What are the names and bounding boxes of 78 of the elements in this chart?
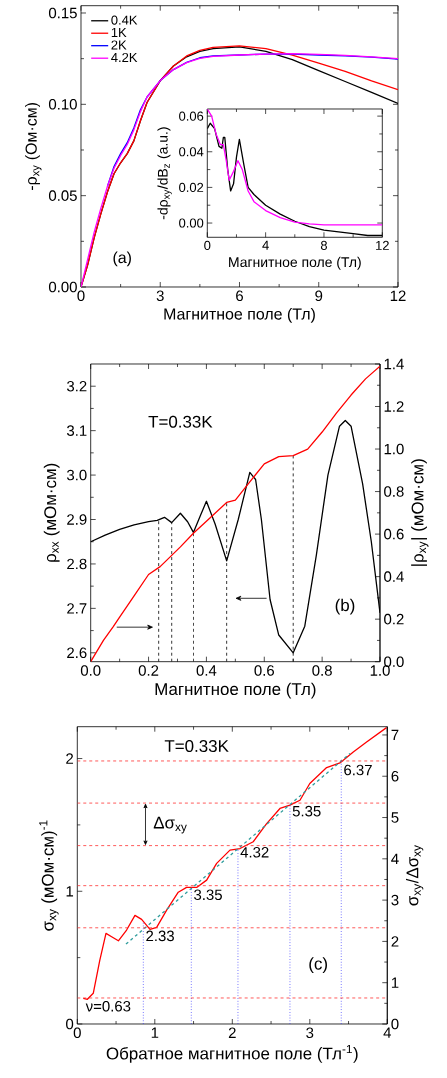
y2-tick-label: 5 [391,812,399,823]
y2-tick-label: 6 [391,770,399,782]
y2-tick-label: 0.6 [384,528,404,540]
legend-label: 2K [111,40,127,50]
x-tick-label: 12 [376,240,389,250]
x-tick-label: 4 [383,1027,392,1038]
y2-tick-label: 0.2 [384,613,404,625]
x-tick-label: 1 [151,1027,159,1038]
y2-tick-label: 1.2 [384,401,404,412]
y-tick-label: 3.1 [66,425,87,436]
legend-label: 4.2K [111,52,138,62]
y-tick-label: 0.15 [48,7,77,19]
x-axis-title: Обратное магнитное поле (Тл$^{-1}$) [106,1044,358,1063]
x-tick-label: 8 [320,240,327,250]
y-axis-title: -dρ$_{xy}$/dB$_{z}$ (a.u.) [157,127,172,220]
y-tick-label: 2 [66,753,74,764]
y2-tick-label: 1 [391,977,399,988]
y-tick-label: 2.9 [67,514,87,525]
x-axis-title: Магнитное поле (Тл) [155,682,316,699]
x-tick-label: 12 [390,290,406,301]
x-tick-label: 0 [204,240,211,250]
y-tick-label: 0.04 [179,147,204,157]
annotation: Δσ$_{xy}$ [153,816,187,834]
y2-axis-title: |ρ$_{xy}$| (мОм·см) [411,459,429,566]
y-axis-title: -ρ$_{xy}$ (Ом·см) [25,102,42,190]
y2-tick-label: 4 [391,853,399,864]
y2-tick-label: 0.0 [384,656,404,667]
x-tick-label: 3 [306,1027,314,1039]
x-tick-label: 1.0 [370,665,390,676]
x-tick-label: 0.0 [80,665,101,676]
x-tick-label: 9 [315,290,323,302]
y-tick-label: 0.10 [48,99,77,110]
annotation: T=0.33K [164,740,229,753]
x-axis-title: Магнитное поле (Тл) [164,307,315,323]
y-tick-label: 0.00 [179,218,204,228]
y-axis-title: ρ$_{xx}$ (мОм·см) [43,463,60,562]
y-tick-label: 0.02 [179,182,204,192]
y2-tick-label: 0 [391,1018,399,1030]
x-tick-label: 0.8 [312,665,332,676]
annotation: (c) [309,957,327,974]
y-tick-label: 3.2 [66,380,87,392]
y-tick-label: 0.00 [48,281,77,293]
y2-tick-label: 2 [391,936,399,947]
x-tick-label: 2 [228,1027,236,1038]
legend-label: 0.4K [111,15,138,25]
annotation: (a) [113,251,131,267]
legend-label: 1K [111,28,127,37]
annotation: 2.33 [146,930,174,942]
y-tick-label: 0.05 [48,190,77,201]
annotation: 5.35 [292,805,321,817]
y-tick-label: 1 [66,886,74,897]
annotation: (b) [335,598,355,615]
y-tick-label: 3.0 [66,469,87,481]
x-tick-label: 6 [236,290,243,302]
y2-tick-label: 0.8 [384,486,404,497]
x-axis-title: Магнитное поле (Тл) [229,256,361,270]
y-tick-label: 0 [66,1018,74,1030]
annotation: 6.37 [344,764,372,776]
y2-tick-label: 1.0 [384,443,404,455]
y2-tick-label: 3 [391,894,399,906]
y2-tick-label: 1.4 [384,358,404,370]
y2-axis-title: σ$_{xy}$/Δσ$_{xy}$ [405,845,424,906]
y-tick-label: 2.8 [67,558,87,570]
y-tick-label: 0.06 [179,111,204,121]
y-tick-label: 2.7 [67,603,87,614]
y2-tick-label: 7 [391,729,399,741]
y-tick-label: 2.6 [67,647,87,659]
x-tick-label: 3 [156,290,164,302]
x-tick-label: 0.6 [254,665,275,676]
x-tick-label: 0.2 [138,665,159,676]
annotation: 3.35 [194,889,222,901]
annotation: T=0.33K [148,415,213,428]
y-axis-title: σ$_{xy}$ (мОм·см)$^{-1}$ [39,820,59,931]
y2-tick-label: 0.4 [384,571,404,582]
x-tick-label: 4 [262,240,269,250]
x-tick-label: 0.4 [196,665,217,676]
annotation: ν=0.63 [85,1000,131,1012]
annotation: 4.32 [240,847,269,858]
